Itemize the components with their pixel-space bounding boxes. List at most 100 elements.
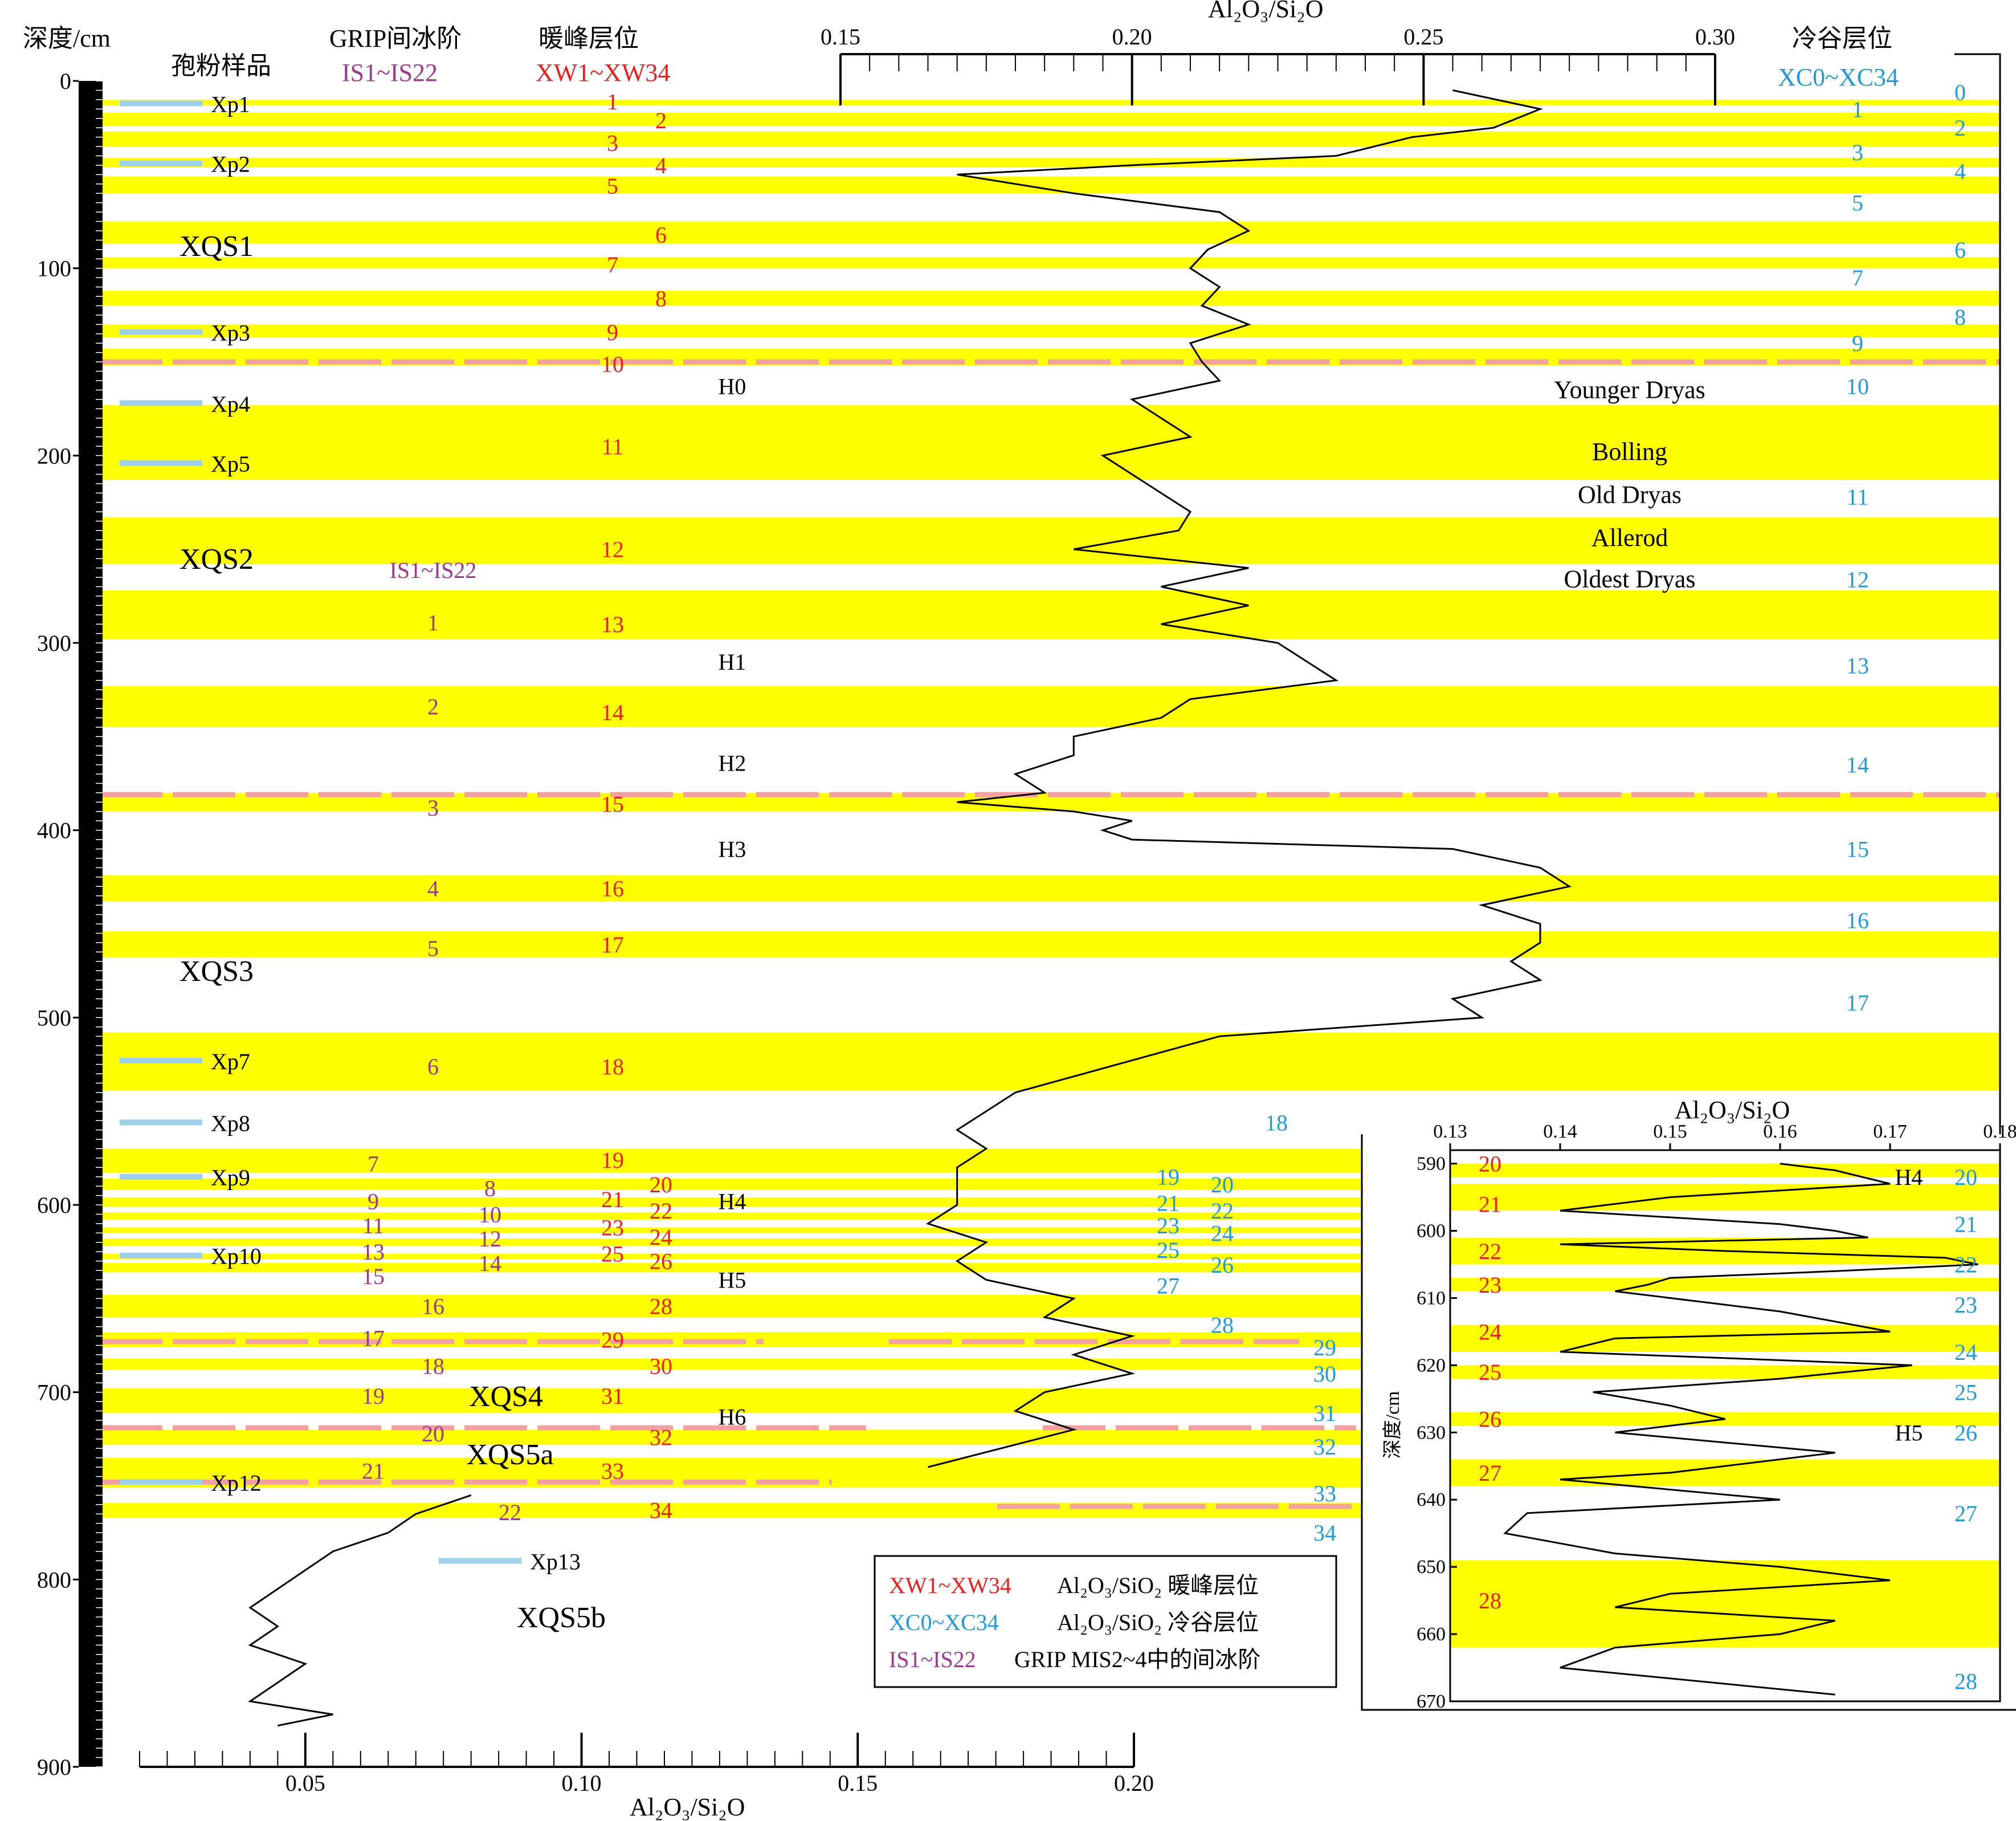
inset-cold-label: 24 <box>1954 1339 1977 1365</box>
cold-trough-label: 30 <box>1313 1361 1336 1387</box>
inset-cold-label: 23 <box>1954 1292 1977 1318</box>
climate-event-label: Old Dryas <box>1578 480 1682 508</box>
inset-warm-label: 26 <box>1479 1407 1501 1432</box>
interstadial-label: 20 <box>422 1421 444 1447</box>
warm-band-23 <box>100 1227 1362 1233</box>
warm-peak-label: 21 <box>601 1187 624 1212</box>
climate-event-label: Oldest Dryas <box>1564 565 1696 593</box>
interstadial-label: 10 <box>479 1201 501 1227</box>
inset-y-tick-label: 640 <box>1417 1489 1446 1510</box>
pollen-sample-label: Xp7 <box>211 1049 250 1074</box>
cold-trough-label: 13 <box>1846 653 1869 678</box>
interstadial-label: 17 <box>362 1325 385 1351</box>
unit-label: XQS4 <box>469 1380 543 1413</box>
inset-warm-label: 24 <box>1479 1319 1501 1345</box>
cold-trough-label: 25 <box>1157 1237 1180 1263</box>
bottom-tick-label: 0.10 <box>562 1770 602 1796</box>
inset-warm-band-25 <box>1450 1365 2000 1379</box>
cold-trough-label: 17 <box>1846 990 1869 1016</box>
depth-tick-label: 500 <box>37 1005 71 1030</box>
inset-warm-band-27 <box>1450 1459 2000 1486</box>
cold-trough-label: 18 <box>1265 1110 1288 1135</box>
warm-peak-label: 30 <box>650 1354 672 1379</box>
warm-peak-label: 15 <box>601 792 624 817</box>
warm-column-header: 暖峰层位 <box>538 25 639 52</box>
inset-cold-label: 25 <box>1954 1380 1977 1406</box>
warm-range-label: XW1~XW34 <box>536 59 670 87</box>
warm-peak-label: 4 <box>655 153 667 178</box>
warm-peak-label: 32 <box>650 1425 672 1451</box>
inset-warm-label: 22 <box>1479 1239 1501 1264</box>
legend-code-cold: XC0~XC34 <box>889 1610 999 1635</box>
warm-band-13 <box>100 590 2000 639</box>
warm-band-5 <box>100 176 2000 194</box>
inset-frame <box>1449 1149 2001 1702</box>
warm-peak-label: 11 <box>602 434 624 459</box>
inset-warm-label: 27 <box>1479 1460 1501 1486</box>
warm-band-21 <box>100 1197 1362 1207</box>
depth-tick-label: 300 <box>37 630 71 656</box>
inset-x-tick-label: 0.15 <box>1653 1121 1687 1142</box>
labels-layer: Xp1 Xp2 Xp3 Xp4 Xp5 Xp7 Xp8 Xp9 Xp10 Xp12 Xp13 XQS1… <box>120 80 1966 1634</box>
warm-band-30 <box>100 1358 1362 1370</box>
warm-peak-label: 14 <box>601 700 624 726</box>
top-tick-label: 0.30 <box>1695 24 1735 50</box>
warm-band-18 <box>100 1032 2000 1091</box>
inset-warm-label: 23 <box>1479 1272 1501 1298</box>
interstadial-label: 13 <box>362 1239 385 1265</box>
warm-band-32 <box>100 1429 1362 1445</box>
interstadial-label: 22 <box>499 1500 521 1525</box>
inset-x-tick-label: 0.13 <box>1433 1121 1467 1142</box>
depth-tick-label: 200 <box>37 443 71 469</box>
heinrich-label: H5 <box>719 1267 746 1293</box>
heinrich-label: H2 <box>719 750 746 776</box>
inset-warm-band-28 <box>1450 1560 2000 1648</box>
interstadial-label: 15 <box>362 1264 385 1289</box>
heinrich-label: H6 <box>719 1404 746 1429</box>
al-si-curve-lower <box>247 1494 472 1727</box>
interstadial-label: 1 <box>427 610 439 635</box>
top-tick-label: 0.20 <box>1112 24 1152 50</box>
cold-trough-label: 34 <box>1313 1520 1336 1546</box>
cold-trough-label: 26 <box>1211 1252 1234 1278</box>
cold-trough-label: 19 <box>1157 1164 1180 1190</box>
inset-warm-band-21 <box>1450 1183 2000 1211</box>
cold-trough-label: 24 <box>1211 1220 1234 1246</box>
interstadial-label: 6 <box>427 1054 439 1079</box>
inset-x-tick-label: 0.18 <box>1983 1121 2016 1142</box>
warm-band-28 <box>100 1294 1362 1318</box>
cold-trough-label: 1 <box>1852 96 1863 122</box>
warm-peak-label: 24 <box>650 1224 672 1250</box>
warm-peak-label: 3 <box>607 130 618 156</box>
warm-peak-label: 20 <box>650 1172 672 1197</box>
warm-band-19 <box>100 1148 1362 1174</box>
inset-y-tick-label: 610 <box>1417 1288 1446 1309</box>
pollen-sample-label: Xp8 <box>211 1110 250 1136</box>
heinrich-label: H4 <box>719 1188 746 1214</box>
inset-warm-label: 25 <box>1479 1359 1501 1385</box>
inset-cold-label: 22 <box>1954 1252 1977 1277</box>
cold-range-label: XC0~XC34 <box>1778 63 1899 91</box>
pollen-sample-label: Xp5 <box>211 451 250 476</box>
bottom-tick-label: 0.15 <box>838 1770 878 1796</box>
warm-band-20 <box>100 1178 1362 1190</box>
warm-peak-label: 5 <box>607 173 618 199</box>
cold-trough-label: 33 <box>1313 1481 1336 1506</box>
warm-band-8 <box>100 291 2000 306</box>
inset-curve <box>1503 1163 1978 1696</box>
inset-cold-label: 28 <box>1954 1669 1977 1694</box>
warm-peak-label: 31 <box>601 1383 624 1409</box>
cold-trough-label: 7 <box>1852 265 1863 291</box>
depth-tick-label: 700 <box>37 1380 71 1406</box>
climate-event-label: Bolling <box>1592 438 1667 466</box>
inset-warm-label: 28 <box>1479 1588 1501 1614</box>
pollen-sample-label: Xp1 <box>211 91 250 117</box>
cold-trough-label: 31 <box>1313 1400 1336 1426</box>
unit-label: XQS3 <box>179 955 254 988</box>
warm-band-17 <box>100 931 2000 958</box>
cold-trough-label: 28 <box>1211 1312 1234 1338</box>
warm-band-16 <box>100 875 2000 902</box>
cold-trough-label: 21 <box>1157 1191 1180 1216</box>
unit-label: XQS5b <box>517 1602 606 1634</box>
